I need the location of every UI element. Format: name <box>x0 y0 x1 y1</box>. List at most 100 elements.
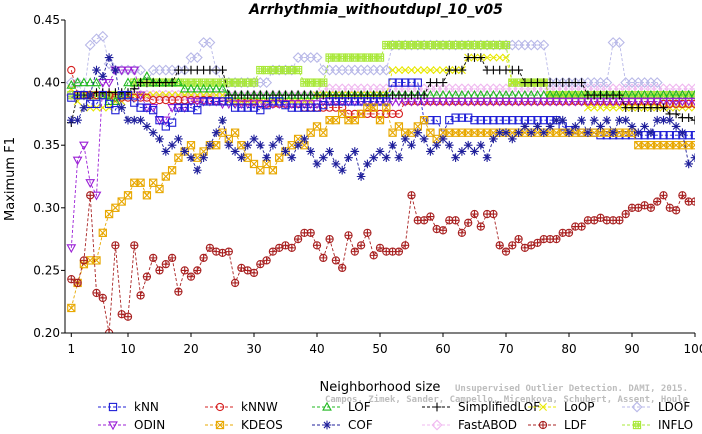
data-point <box>690 97 695 107</box>
data-point <box>256 259 265 269</box>
data-point <box>539 128 549 137</box>
data-point <box>85 179 96 189</box>
data-point <box>615 103 624 112</box>
data-point <box>199 78 208 87</box>
data-point <box>470 116 479 125</box>
data-point <box>671 99 681 109</box>
data-point <box>92 288 101 298</box>
data-point <box>338 97 347 106</box>
data-point <box>224 247 233 256</box>
data-point <box>149 105 158 115</box>
data-point <box>300 103 309 112</box>
data-point <box>306 78 315 87</box>
data-point <box>520 122 530 131</box>
data-point <box>243 103 252 112</box>
data-point <box>91 77 102 87</box>
data-point <box>489 134 498 144</box>
data-point <box>400 134 410 144</box>
data-point <box>432 40 441 50</box>
data-point <box>217 83 228 93</box>
data-point <box>513 97 524 107</box>
data-point <box>388 78 397 87</box>
data-point <box>552 234 561 244</box>
data-point <box>394 66 403 75</box>
data-point <box>375 53 385 62</box>
data-point <box>350 147 360 156</box>
data-point <box>527 116 536 125</box>
data-point <box>457 147 467 156</box>
data-point <box>167 253 177 263</box>
watermark-line-1: Unsupervised Outlier Detection. DAMI, 20… <box>455 383 688 394</box>
data-point <box>514 65 523 75</box>
series-ldf <box>67 191 695 333</box>
data-point <box>293 234 303 244</box>
data-point <box>394 40 404 50</box>
data-point <box>627 122 637 131</box>
legend-label: LDF <box>564 418 587 432</box>
data-point <box>482 40 492 50</box>
data-point <box>268 166 278 175</box>
data-point <box>204 37 216 48</box>
data-point <box>551 97 562 107</box>
data-point <box>256 105 265 115</box>
legend-label: kNNW <box>241 400 278 414</box>
data-point <box>86 99 95 109</box>
data-point <box>363 159 372 169</box>
data-point <box>363 53 372 62</box>
data-point <box>684 113 694 122</box>
data-point <box>212 97 221 106</box>
data-point <box>67 65 76 75</box>
x-tick-label: 40 <box>309 342 324 356</box>
data-point <box>577 115 586 125</box>
data-point <box>426 128 435 137</box>
data-point <box>690 197 695 206</box>
watermark-line-2: Campos, Zimek, Sander, Campello, Micenko… <box>325 394 689 405</box>
data-point <box>192 97 203 107</box>
data-point <box>281 65 290 75</box>
data-point <box>401 66 410 75</box>
data-point <box>256 65 265 75</box>
data-point <box>420 66 429 75</box>
data-point <box>337 165 347 175</box>
legend-item-ldof: LDOF <box>622 400 690 414</box>
legend-label: ODIN <box>134 418 165 432</box>
data-point <box>690 89 695 99</box>
legend-item-lof: LOF <box>312 400 371 414</box>
data-point <box>457 40 467 50</box>
data-point <box>155 184 164 194</box>
data-point <box>438 226 448 235</box>
data-point <box>375 116 385 125</box>
data-point <box>344 231 353 240</box>
data-point <box>261 77 273 89</box>
legend-label: LDOF <box>658 400 690 414</box>
x-axis-label: Neighborhood size <box>320 380 441 395</box>
y-tick-label: 0.25 <box>33 263 60 277</box>
data-point <box>311 52 323 64</box>
data-point <box>426 147 435 156</box>
data-point <box>640 122 649 131</box>
data-point <box>369 153 379 163</box>
data-point <box>217 100 228 110</box>
data-point <box>123 115 133 125</box>
data-point <box>198 83 209 93</box>
data-point <box>583 103 592 112</box>
data-point <box>136 115 145 125</box>
data-point <box>167 166 177 175</box>
data-point <box>300 134 309 144</box>
data-point <box>653 197 662 206</box>
data-point <box>646 97 656 107</box>
data-point <box>318 153 328 163</box>
data-point <box>356 97 366 106</box>
data-point <box>287 153 297 163</box>
data-point <box>413 78 422 87</box>
data-point <box>67 275 76 284</box>
data-point <box>111 241 120 250</box>
data-point <box>382 103 391 112</box>
data-point <box>363 109 372 119</box>
data-point <box>501 116 511 125</box>
x-tick-label: 90 <box>624 342 639 356</box>
data-point <box>457 113 467 122</box>
data-point <box>287 103 296 112</box>
legend-item-inflo: INFLO <box>622 418 693 432</box>
